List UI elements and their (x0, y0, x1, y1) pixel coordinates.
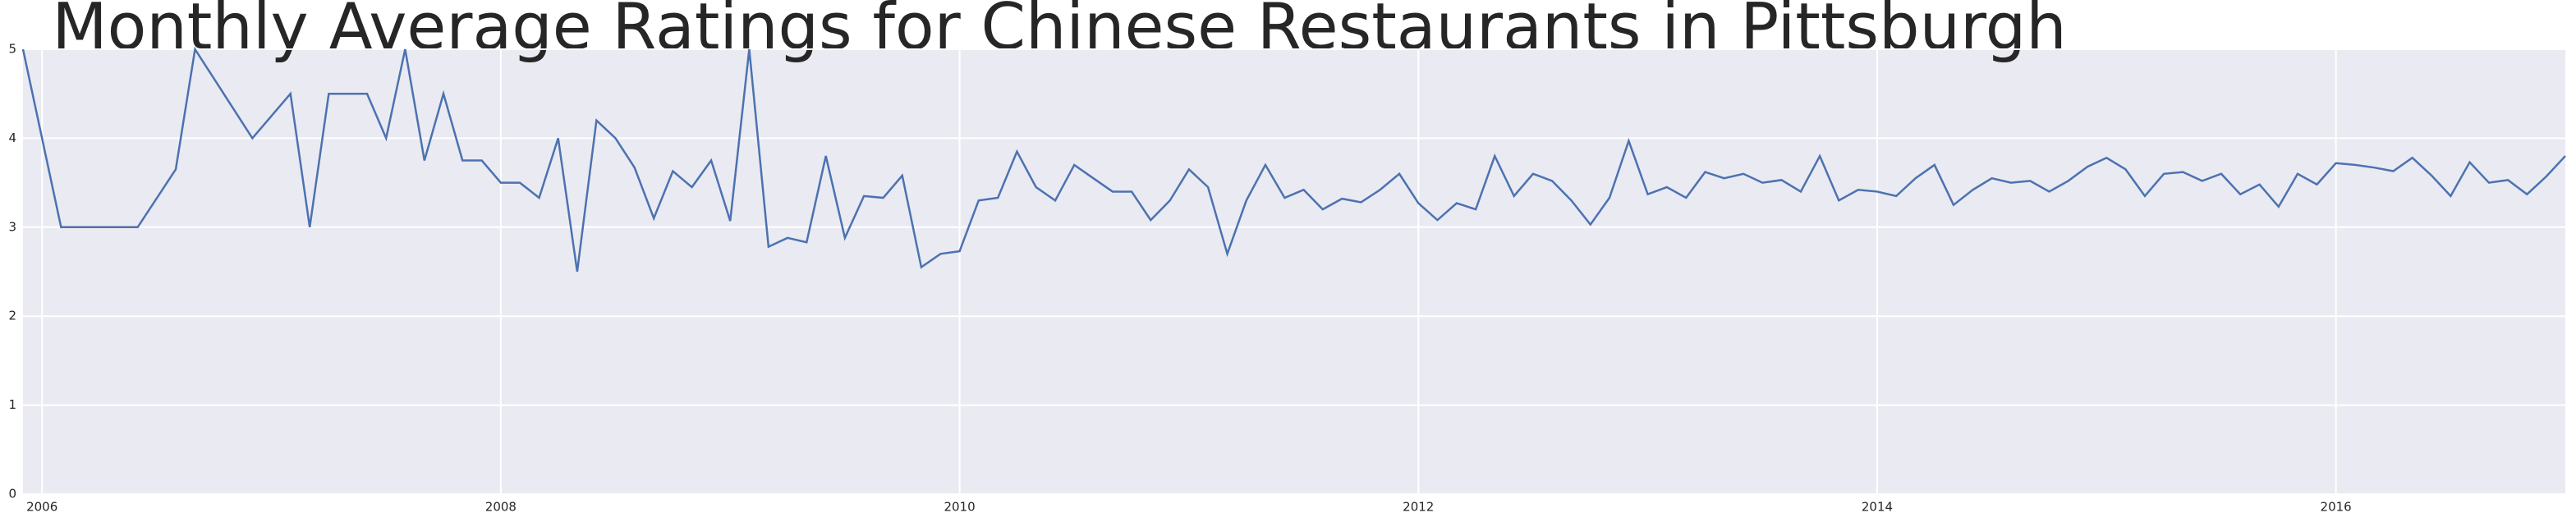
x-tick-label: 2012 (1403, 500, 1434, 515)
x-tick-label: 2014 (1862, 500, 1893, 515)
y-tick-label: 2 (8, 309, 16, 323)
x-tick-label: 2008 (485, 500, 517, 515)
y-tick-label: 5 (8, 42, 16, 57)
x-tick-label: 2006 (26, 500, 57, 515)
x-tick-label: 2010 (944, 500, 975, 515)
y-tick-label: 3 (8, 219, 16, 234)
chart-title: Monthly Average Ratings for Chinese Rest… (52, 0, 2066, 64)
y-tick-label: 0 (8, 487, 16, 501)
y-tick-label: 1 (8, 397, 16, 412)
plot-background (23, 49, 2565, 494)
line (21, 46, 2566, 272)
x-tick-label: 2016 (2321, 500, 2352, 515)
y-tick-label: 4 (8, 130, 16, 145)
